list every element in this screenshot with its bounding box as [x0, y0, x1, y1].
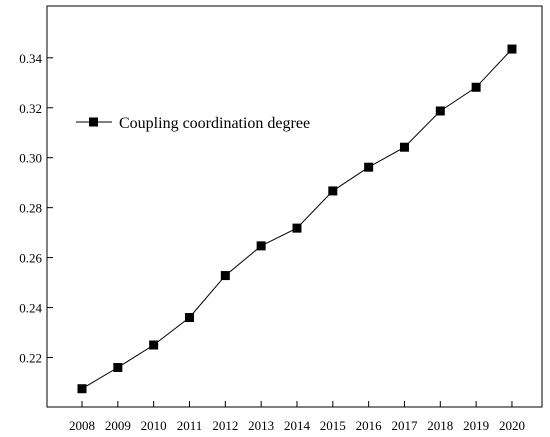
x-tick-label: 2008 [69, 418, 95, 433]
x-tick-label: 2014 [284, 418, 311, 433]
data-point-marker [113, 362, 123, 372]
x-tick-label: 2009 [105, 418, 131, 433]
x-tick-label: 2013 [248, 418, 274, 433]
x-tick-label: 2019 [463, 418, 489, 433]
data-point-marker [220, 271, 230, 281]
y-axis: 0.22 0.24 0.26 0.28 0.30 0.32 0.34 [19, 51, 53, 366]
data-point-marker [435, 106, 445, 116]
data-point-marker [471, 82, 481, 92]
series-line [81, 48, 513, 390]
legend-marker [89, 117, 98, 127]
data-point-marker [292, 223, 302, 233]
data-point-marker [256, 241, 266, 251]
x-tick-label: 2018 [427, 418, 453, 433]
legend: Coupling coordination degree [76, 115, 310, 132]
data-point-marker [77, 384, 87, 394]
x-tick-label: 2011 [177, 418, 203, 433]
y-tick-label: 0.24 [19, 301, 42, 316]
x-tick-label: 2017 [391, 418, 418, 433]
x-tick-label: 2012 [212, 418, 238, 433]
y-tick-label: 0.22 [19, 351, 42, 366]
data-point-marker [364, 162, 374, 172]
y-tick-label: 0.30 [19, 151, 42, 166]
x-axis: 2008 2009 2010 2011 2012 2013 2014 2015 2016 2017… [69, 401, 525, 433]
y-tick-label: 0.32 [19, 101, 42, 116]
plot-frame [46, 5, 543, 408]
y-tick-label: 0.34 [19, 51, 42, 66]
x-tick-label: 2015 [320, 418, 346, 433]
y-tick-label: 0.28 [19, 201, 42, 216]
series-markers [77, 44, 517, 394]
legend-label: Coupling coordination degree [119, 115, 310, 132]
data-point-marker [328, 186, 338, 196]
x-tick-label: 2016 [356, 418, 383, 433]
x-tick-label: 2010 [141, 418, 167, 433]
y-tick-label: 0.26 [19, 251, 42, 266]
data-point-marker [184, 313, 194, 323]
data-point-marker [149, 340, 159, 350]
data-point-marker [399, 142, 409, 152]
data-point-marker [507, 44, 517, 54]
x-tick-label: 2020 [499, 418, 525, 433]
